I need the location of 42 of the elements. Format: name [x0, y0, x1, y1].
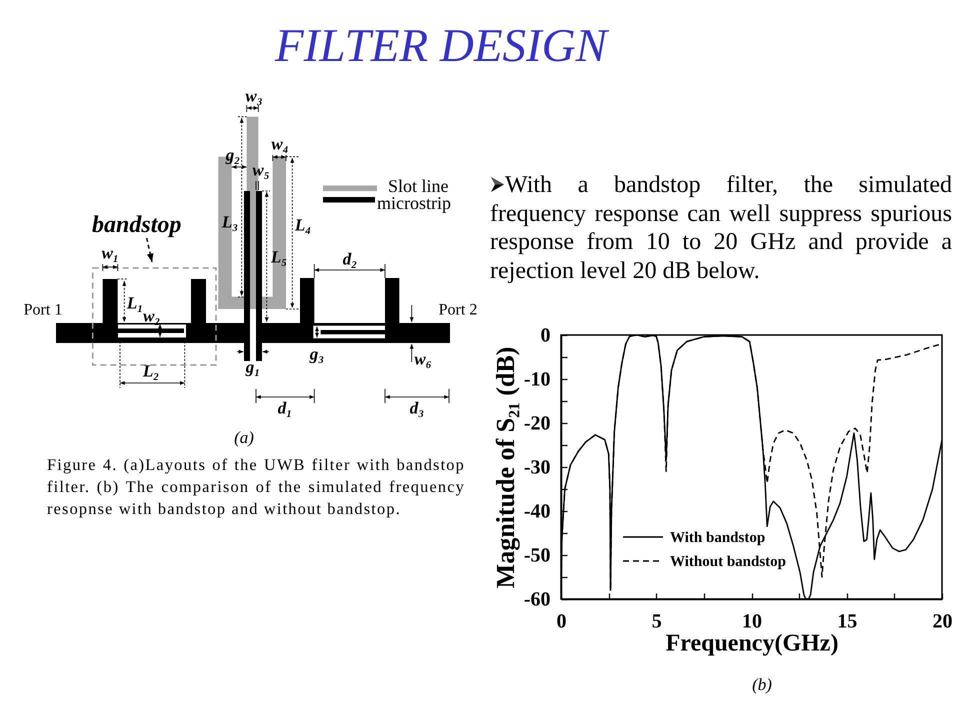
- text: L₅: [270, 248, 288, 266]
- text: L₃: [220, 212, 238, 232]
- text: d₁: [278, 398, 292, 418]
- text: (a): [234, 428, 254, 448]
- text: Slot line: [388, 176, 449, 196]
- text: Port 1: [24, 302, 62, 318]
- y-tick-label: -50: [524, 544, 550, 566]
- y-tick-label: -20: [524, 412, 550, 434]
- text: L₂: [142, 362, 160, 380]
- text: w₃: [245, 86, 263, 106]
- y-tick-label: -40: [524, 500, 550, 522]
- text: g₃: [308, 344, 324, 364]
- legend-label: Without bandstop: [670, 554, 786, 570]
- text: L₄: [294, 216, 312, 234]
- y-tick-label: -60: [524, 588, 550, 610]
- text: L₁: [126, 294, 144, 312]
- text: (b): [752, 675, 772, 695]
- text: d₃: [410, 398, 424, 418]
- text: Port 2: [438, 302, 478, 318]
- legend-label: With bandstop: [670, 530, 766, 546]
- x-tick-label: 0: [556, 610, 566, 632]
- x-tick-label: 15: [837, 610, 858, 632]
- text: w₅: [252, 160, 270, 180]
- text: microstrip: [377, 193, 451, 213]
- x-tick-label: 20: [932, 610, 952, 632]
- text: w₄: [271, 134, 289, 154]
- y-tick-label: -10: [524, 368, 550, 390]
- x-tick-label: 10: [742, 610, 762, 632]
- text: g₁: [244, 358, 260, 376]
- chart-title: FILTER DESIGN: [275, 19, 607, 74]
- x-axis-title: Frequency(GHz): [666, 630, 838, 656]
- y-tick-label: 0: [540, 324, 550, 346]
- text: w₁: [102, 244, 119, 262]
- caption: Figure 4. (a)Layouts of the UWB filter with bandstop filter. (b) The comparison of the simulated frequency resopnse with bandstop and without bandstop.: [47, 454, 465, 520]
- y-tick-label: -30: [524, 456, 550, 478]
- text: w₆: [414, 350, 432, 368]
- text: g₂: [224, 146, 240, 164]
- text: With a bandstop filter, the simulated frequency response can well suppress spurious response from 10 to 20 GHz and provide a rejection level 20 dB below.: [490, 171, 952, 285]
- y-axis-title: Magnitude of S₂₁ (dB): [490, 346, 520, 588]
- x-tick-label: 5: [652, 610, 662, 632]
- text: d₂: [342, 250, 358, 268]
- text: bandstop: [92, 212, 182, 238]
